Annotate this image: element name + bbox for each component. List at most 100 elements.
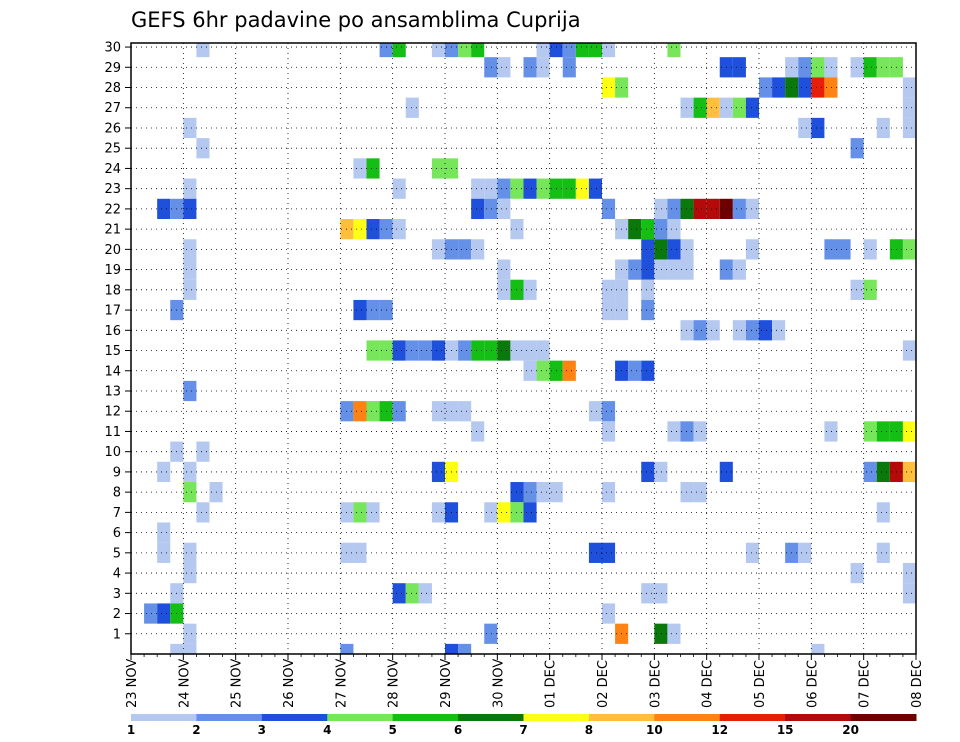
- ensemble-cell: [641, 360, 655, 381]
- ensemble-cell: [588, 542, 602, 563]
- ensemble-cell: [183, 542, 197, 563]
- ensemble-cell: [471, 421, 485, 442]
- ensemble-cell: [431, 158, 445, 179]
- ensemble-cell: [680, 239, 694, 260]
- ensemble-cell: [392, 219, 406, 240]
- ensemble-cell: [863, 239, 877, 260]
- ensemble-cell: [392, 583, 406, 604]
- y-tick-label: 6: [113, 526, 121, 541]
- ensemble-cell: [876, 542, 890, 563]
- ensemble-cell: [732, 259, 746, 280]
- ensemble-cell: [144, 603, 158, 624]
- ensemble-cell: [837, 239, 851, 260]
- ensemble-cell: [497, 57, 511, 78]
- ensemble-cell: [157, 603, 171, 624]
- ensemble-cell: [353, 299, 367, 321]
- ensemble-cell: [536, 340, 550, 361]
- ensemble-cell: [693, 198, 707, 220]
- y-tick-label: 1: [113, 627, 121, 642]
- ensemble-cell: [602, 482, 616, 503]
- y-tick-label: 22: [104, 202, 121, 217]
- ensemble-cell: [353, 219, 367, 240]
- ensemble-cell: [798, 117, 812, 139]
- ensemble-cell: [602, 77, 616, 98]
- colorbar-swatch: [196, 714, 263, 721]
- y-tick-label: 25: [104, 142, 121, 157]
- ensemble-cell: [588, 178, 602, 199]
- ensemble-cell: [458, 340, 472, 361]
- colorbar-label: 1: [127, 723, 135, 737]
- colorbar-label: 6: [454, 723, 462, 737]
- ensemble-cell: [759, 320, 773, 341]
- ensemble-cell: [471, 43, 485, 58]
- ensemble-cell: [575, 178, 589, 199]
- ensemble-cell: [654, 623, 668, 644]
- ensemble-cell: [902, 239, 916, 260]
- ensemble-cell: [667, 43, 681, 58]
- ensemble-cell: [183, 643, 197, 654]
- y-tick-label: 10: [104, 445, 121, 460]
- ensemble-cell: [196, 43, 210, 58]
- ensemble-cell: [876, 117, 890, 139]
- ensemble-cell: [497, 259, 511, 280]
- ensemble-cell: [523, 360, 537, 381]
- x-tick-label: 26 NOV: [282, 659, 297, 708]
- ensemble-cell: [183, 178, 197, 199]
- ensemble-cell: [353, 158, 367, 179]
- ensemble-cell: [641, 279, 655, 300]
- ensemble-cell: [602, 299, 616, 321]
- ensemble-cell: [183, 259, 197, 280]
- y-tick-label: 11: [104, 425, 121, 440]
- x-tick-label: 01 DEC: [544, 660, 559, 708]
- ensemble-cell: [667, 623, 681, 644]
- ensemble-cell: [471, 239, 485, 260]
- ensemble-cell: [667, 421, 681, 442]
- x-tick-label: 02 DEC: [596, 660, 611, 708]
- ensemble-cell: [732, 57, 746, 78]
- colorbar-swatch: [654, 714, 721, 721]
- y-tick-label: 30: [104, 41, 121, 56]
- x-tick-label: 28 NOV: [387, 659, 402, 708]
- colorbar-label: 3: [258, 723, 266, 737]
- ensemble-cell: [654, 583, 668, 604]
- ensemble-cell: [706, 198, 720, 220]
- y-tick-label: 8: [113, 486, 121, 501]
- chart-title: GEFS 6hr padavine po ansamblima Cuprija: [131, 8, 581, 32]
- ensemble-cell: [523, 502, 537, 523]
- ensemble-cell: [745, 198, 759, 220]
- ensemble-cell: [732, 198, 746, 220]
- colorbar-label: 5: [388, 723, 396, 737]
- y-tick-label: 29: [104, 61, 121, 76]
- ensemble-cell: [772, 77, 786, 98]
- y-tick-label: 23: [104, 182, 121, 197]
- ensemble-cell: [850, 138, 864, 159]
- ensemble-cell: [497, 279, 511, 300]
- ensemble-cell: [484, 57, 498, 78]
- ensemble-cell: [471, 198, 485, 220]
- ensemble-cell: [445, 643, 459, 654]
- ensemble-cell: [431, 401, 445, 422]
- ensemble-cell: [366, 219, 380, 240]
- ensemble-cell: [431, 340, 445, 361]
- ensemble-cell: [798, 542, 812, 563]
- ensemble-cell: [523, 482, 537, 503]
- ensemble-cell: [196, 138, 210, 159]
- y-tick-label: 18: [104, 283, 121, 298]
- colorbar-label: 20: [842, 723, 859, 737]
- ensemble-cell: [667, 219, 681, 240]
- ensemble-cell: [667, 259, 681, 280]
- y-tick-label: 14: [104, 364, 121, 379]
- ensemble-cell: [850, 279, 864, 300]
- colorbar-label: 10: [646, 723, 663, 737]
- ensemble-cell: [418, 340, 432, 361]
- ensemble-cell: [405, 97, 419, 118]
- ensemble-cell: [745, 97, 759, 118]
- ensemble-cell: [641, 461, 655, 483]
- ensemble-cell: [183, 117, 197, 139]
- x-tick-label: 07 DEC: [858, 660, 873, 708]
- x-tick-label: 23 NOV: [125, 659, 140, 708]
- ensemble-cell: [431, 43, 445, 58]
- ensemble-cell: [654, 259, 668, 280]
- x-tick-label: 27 NOV: [334, 659, 349, 708]
